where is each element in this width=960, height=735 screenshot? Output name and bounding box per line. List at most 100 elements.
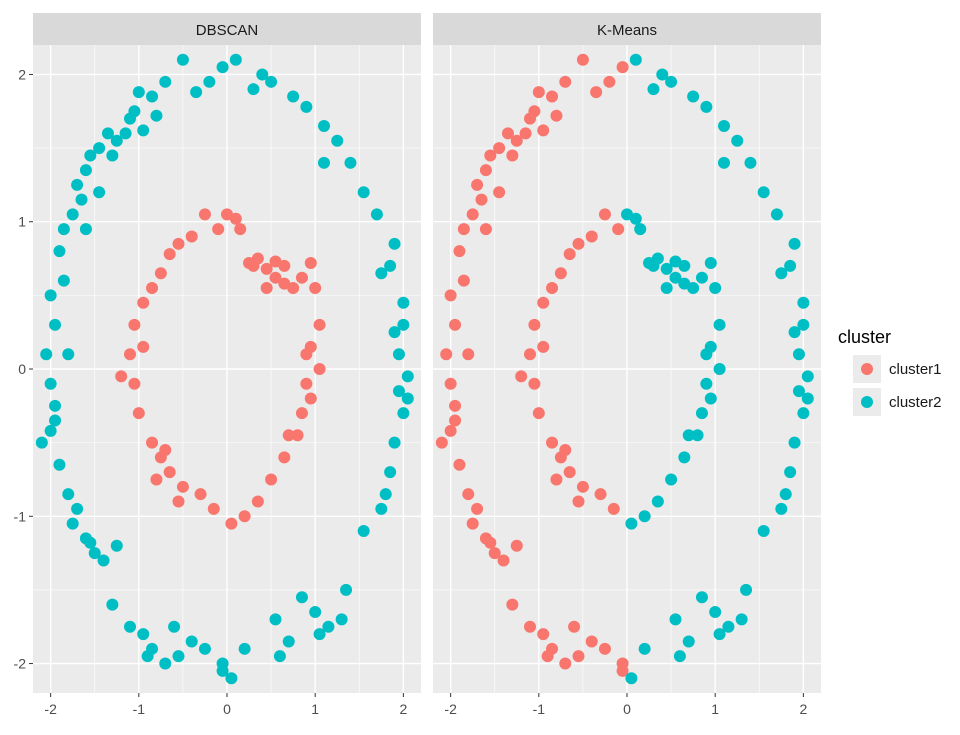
point-cluster2 <box>49 318 62 331</box>
point-cluster1 <box>484 536 497 549</box>
point-cluster1 <box>550 109 563 122</box>
point-cluster2 <box>713 318 726 331</box>
point-cluster1 <box>528 318 541 331</box>
x-tick-label: 2 <box>399 701 407 717</box>
point-cluster2 <box>119 127 132 140</box>
point-cluster1 <box>295 407 308 420</box>
point-cluster2 <box>388 237 401 250</box>
point-cluster1 <box>524 620 536 633</box>
point-cluster2 <box>678 451 691 464</box>
point-cluster1 <box>479 223 492 236</box>
point-cluster2 <box>269 613 282 626</box>
point-cluster2 <box>695 271 708 284</box>
point-cluster2 <box>704 392 717 405</box>
point-cluster2 <box>344 156 357 169</box>
point-cluster2 <box>801 370 814 383</box>
point-cluster2 <box>775 502 788 515</box>
facet-panel-right: K-Means <box>433 13 821 693</box>
point-cluster2 <box>247 83 260 96</box>
point-cluster1 <box>590 86 603 99</box>
point-cluster2 <box>687 282 700 294</box>
point-cluster1 <box>537 340 550 353</box>
point-cluster2 <box>700 100 713 113</box>
point-cluster2 <box>651 495 664 508</box>
point-cluster1 <box>137 340 150 353</box>
point-cluster1 <box>128 377 141 390</box>
point-cluster2 <box>397 318 410 331</box>
point-cluster2 <box>265 75 278 88</box>
point-cluster2 <box>797 407 810 420</box>
point-cluster1 <box>172 495 185 508</box>
point-cluster2 <box>625 517 638 530</box>
point-cluster2 <box>388 326 401 339</box>
point-cluster1 <box>146 436 159 449</box>
point-cluster1 <box>444 377 457 390</box>
point-cluster2 <box>229 53 242 66</box>
point-cluster2 <box>110 539 123 552</box>
point-cluster2 <box>770 208 783 221</box>
points-dbscan <box>35 53 414 685</box>
point-cluster1 <box>550 473 563 486</box>
x-tick-label: 2 <box>799 701 807 717</box>
point-cluster1 <box>300 377 313 390</box>
y-axis: -2 -1 0 1 2 <box>14 66 33 672</box>
legend-dot-cluster2 <box>861 396 873 408</box>
point-cluster2 <box>370 208 383 221</box>
point-cluster1 <box>524 348 536 361</box>
point-cluster2 <box>313 628 326 641</box>
y-tick-label: 0 <box>18 361 26 377</box>
point-cluster2 <box>700 348 713 361</box>
point-cluster2 <box>44 377 57 390</box>
point-cluster2 <box>682 429 695 442</box>
point-cluster1 <box>212 223 225 236</box>
point-cluster2 <box>66 517 79 530</box>
point-cluster2 <box>335 613 348 626</box>
point-cluster2 <box>322 620 335 633</box>
x-tick-label: -1 <box>133 701 146 717</box>
point-cluster2 <box>388 436 401 449</box>
point-cluster1 <box>598 642 611 655</box>
point-cluster2 <box>784 466 797 479</box>
point-cluster2 <box>150 109 163 122</box>
point-cluster2 <box>198 642 211 655</box>
x-tick-label: 1 <box>711 701 719 717</box>
y-tick-label: 1 <box>18 214 26 230</box>
point-cluster1 <box>484 149 497 162</box>
point-cluster2 <box>735 613 748 626</box>
point-cluster2 <box>57 223 70 236</box>
point-cluster2 <box>673 650 686 663</box>
point-cluster1 <box>537 296 550 309</box>
point-cluster2 <box>384 466 397 479</box>
point-cluster2 <box>44 289 57 302</box>
point-cluster2 <box>57 274 70 287</box>
point-cluster2 <box>788 326 801 339</box>
point-cluster1 <box>265 473 278 486</box>
point-cluster2 <box>691 429 704 442</box>
point-cluster2 <box>660 262 673 275</box>
point-cluster2 <box>93 142 106 155</box>
point-cluster1 <box>466 208 479 221</box>
point-cluster1 <box>462 348 475 361</box>
point-cluster1 <box>510 134 523 147</box>
point-cluster2 <box>137 124 150 137</box>
point-cluster2 <box>62 348 75 361</box>
point-cluster1 <box>563 466 576 479</box>
point-cluster1 <box>229 212 242 225</box>
strip-label-kmeans: K-Means <box>597 22 657 39</box>
point-cluster1 <box>519 127 532 140</box>
point-cluster2 <box>168 620 181 633</box>
point-cluster1 <box>515 370 528 383</box>
strip-dbscan <box>33 13 421 45</box>
point-cluster2 <box>216 657 229 670</box>
y-tick-label: -1 <box>14 508 27 524</box>
point-cluster1 <box>471 178 484 191</box>
point-cluster1 <box>585 635 598 648</box>
point-cluster2 <box>660 282 673 294</box>
point-cluster2 <box>731 134 744 147</box>
point-cluster1 <box>524 112 536 125</box>
point-cluster2 <box>740 583 753 596</box>
point-cluster1 <box>603 75 616 88</box>
gridlines-kmeans <box>433 45 821 693</box>
point-cluster2 <box>71 178 84 191</box>
